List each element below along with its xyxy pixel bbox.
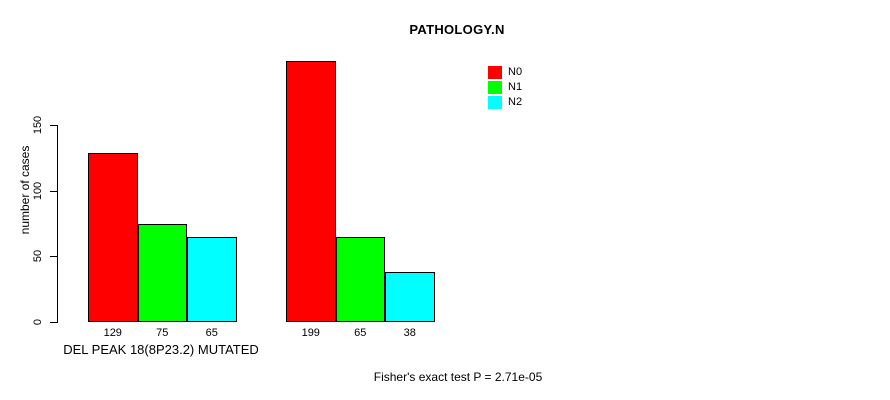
y-axis-tick-label: 100 [32,181,44,200]
legend-swatch-n1 [488,81,502,94]
legend-item-n0: N0 [488,65,522,80]
y-axis-tick-label: 150 [32,115,44,135]
chart-title: PATHOLOGY.N [409,22,505,37]
y-axis-tick [50,322,57,323]
y-axis-tick-label: 0 [32,318,44,326]
bar-n1-group2 [335,236,385,322]
y-axis-line [57,125,58,323]
bar-value-label: 65 [354,327,367,339]
legend-swatch-n2 [488,96,502,109]
legend-item-n1: N1 [488,80,522,95]
y-axis-label: number of cases [18,145,32,235]
bar-value-label: 65 [205,327,218,339]
bar-n2-group1 [187,236,237,322]
bar-n0-group2 [286,60,336,322]
legend-label: N1 [508,81,523,93]
legend-label: N0 [508,66,523,78]
y-axis-tick [50,256,57,258]
x-axis-label: DEL PEAK 18(8P23.2) MUTATED [63,342,259,357]
y-axis-tick [50,125,57,126]
annotation-fisher-test: Fisher's exact test P = 2.71e-05 [373,370,543,384]
legend-swatch-n0 [488,66,502,79]
bar-value-label: 199 [301,327,320,339]
bar-value-label: 38 [403,327,416,339]
y-axis-tick [50,190,57,192]
legend: N0 N1 N2 [488,65,522,110]
y-axis-tick-label: 50 [32,250,44,263]
bar-value-label: 129 [103,327,122,339]
bar-value-label: 75 [156,327,169,339]
bar-n2-group2 [385,272,435,322]
legend-item-n2: N2 [488,95,522,110]
bar-n0-group1 [88,152,138,322]
legend-label: N2 [508,96,523,108]
bar-n1-group1 [137,223,187,322]
